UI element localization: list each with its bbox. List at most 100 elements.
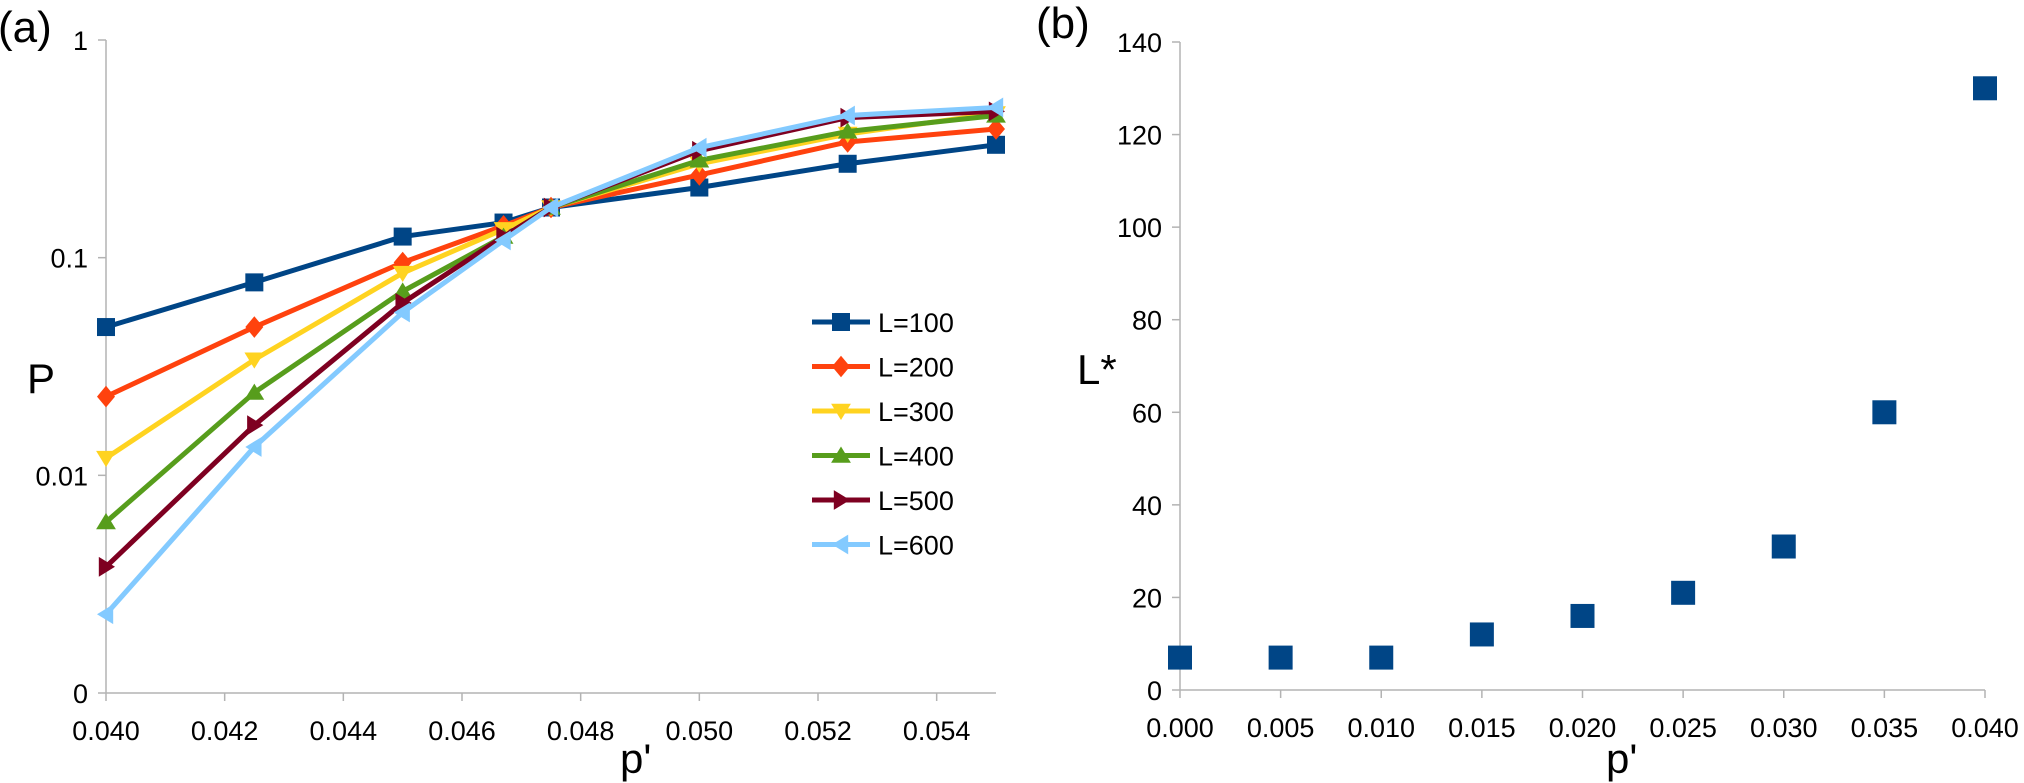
panel-a-x-axis-title: p'	[620, 735, 651, 782]
panel-b-y-tick-label: 20	[1132, 583, 1162, 613]
data-point	[494, 230, 511, 251]
panel-a-y-tick-labels: 0 0.01 0.1 1	[35, 26, 106, 709]
legend-item: L=200	[812, 353, 954, 383]
panel-a-x-tick-label: 0.054	[903, 716, 971, 746]
data-point	[97, 385, 115, 408]
series-l-600	[97, 97, 1004, 625]
series-line	[104, 110, 997, 461]
panel-b-label: (b)	[1036, 0, 1090, 48]
panel-a-y-tick-label: 0.1	[50, 244, 88, 274]
series-line	[105, 142, 997, 330]
data-point	[96, 450, 116, 468]
panel-b-x-tick-label: 0.020	[1549, 713, 1617, 743]
data-point	[542, 197, 559, 218]
series-l-400	[96, 106, 1006, 530]
legend-item: L=500	[812, 486, 954, 516]
series-line	[104, 104, 997, 616]
data-point	[97, 604, 114, 625]
panel-a-y-tick-label: 1	[73, 26, 88, 56]
panel-b-y-tick-label: 140	[1117, 28, 1162, 58]
legend-marker	[832, 534, 849, 555]
legend-label: L=200	[878, 353, 954, 383]
panel-b-x-tick-label: 0.000	[1146, 713, 1214, 743]
panel-b-points-group	[1168, 76, 1997, 670]
panel-b-x-axis-title: p'	[1606, 735, 1637, 782]
panel-b-x-tick-label: 0.035	[1851, 713, 1919, 743]
data-point	[690, 178, 709, 197]
scatter-point	[1469, 622, 1494, 647]
data-point	[690, 137, 707, 158]
legend-item: L=400	[812, 442, 954, 472]
panel-b-y-tick-label: 60	[1132, 398, 1162, 428]
panel-a-log-line-chart: (a) 00.010.11 0.040 0.042 0.044 0.046 0.048 0…	[0, 3, 1006, 782]
data-point	[96, 513, 116, 530]
data-point	[689, 151, 710, 168]
panel-b-x-tick-labels: 0.000 0.005 0.010 0.015 0.020 0.025 0.030 0.035…	[1146, 690, 2019, 743]
panel-a-y-tick-label: 0.01	[35, 461, 88, 491]
scatter-point	[1570, 603, 1595, 628]
legend-marker	[833, 490, 850, 510]
legend-item: L=100	[812, 308, 954, 338]
panel-b-y-tick-label: 40	[1132, 491, 1162, 521]
panel-a-x-tick-label: 0.042	[191, 716, 259, 746]
data-point	[690, 164, 709, 186]
data-point	[392, 265, 413, 283]
legend-label: L=100	[878, 308, 954, 338]
series-line	[104, 126, 997, 399]
panel-b-y-tick-labels: 0 20 40 60 80 100 120 140	[1117, 28, 1180, 706]
data-point	[987, 135, 1005, 154]
data-point	[837, 122, 858, 139]
data-point	[244, 352, 265, 369]
legend-label: L=300	[878, 397, 954, 427]
panel-b-x-tick-label: 0.005	[1247, 713, 1315, 743]
panel-a-x-tick-label: 0.046	[428, 716, 496, 746]
panel-a-x-tick-label: 0.050	[666, 716, 734, 746]
data-point	[838, 105, 855, 126]
scatter-point	[1168, 645, 1192, 670]
panel-b-y-tick-label: 0	[1147, 676, 1162, 706]
legend-item: L=600	[812, 531, 954, 561]
data-point	[393, 302, 410, 323]
panel-b-x-tick-label: 0.040	[1951, 713, 2019, 743]
panel-b-x-tick-label: 0.030	[1750, 713, 1818, 743]
legend-marker	[832, 355, 850, 378]
legend-item: L=300	[812, 397, 954, 427]
scatter-point	[1268, 645, 1293, 670]
scatter-point	[1671, 580, 1696, 605]
data-point	[245, 316, 264, 338]
panel-a-y-tick-label: 0	[73, 679, 88, 709]
scatter-point	[1872, 400, 1897, 425]
data-point	[395, 292, 412, 313]
panel-a-x-tick-label: 0.048	[547, 716, 615, 746]
data-point	[245, 437, 262, 457]
scatter-point	[1369, 645, 1394, 670]
data-point	[245, 273, 264, 292]
series-l-100	[97, 135, 1005, 337]
panel-b-x-tick-label: 0.015	[1448, 713, 1516, 743]
panel-a-x-tick-label: 0.040	[72, 716, 140, 746]
panel-a-x-tick-label: 0.044	[310, 716, 378, 746]
legend-label: L=600	[878, 531, 954, 561]
legend-label: L=500	[878, 486, 954, 516]
panel-b-x-tick-label: 0.025	[1649, 713, 1717, 743]
panel-b-x-tick-label: 0.010	[1347, 713, 1415, 743]
legend-marker	[832, 313, 850, 331]
panel-b-y-tick-label: 80	[1132, 306, 1162, 336]
data-point	[98, 556, 115, 577]
legend-label: L=400	[878, 442, 954, 472]
legend-marker	[831, 446, 851, 463]
panel-a-x-tick-labels: 0.040 0.042 0.044 0.046 0.048 0.050 0.052 0.054	[72, 693, 970, 746]
data-point	[987, 118, 1005, 140]
panel-a-x-tick-label: 0.052	[784, 716, 852, 746]
data-point	[247, 415, 264, 436]
panel-a-legend: L=100 L=200 L=300 L=400 L=500 L=600	[812, 308, 954, 561]
data-point	[244, 383, 265, 400]
panel-b-y-tick-label: 120	[1117, 121, 1162, 151]
panel-a-y-axis-title: P	[27, 355, 55, 402]
data-point	[97, 318, 115, 337]
panel-b-y-axis-title: L*	[1077, 346, 1117, 393]
data-point	[838, 154, 857, 173]
legend-marker	[831, 403, 851, 420]
